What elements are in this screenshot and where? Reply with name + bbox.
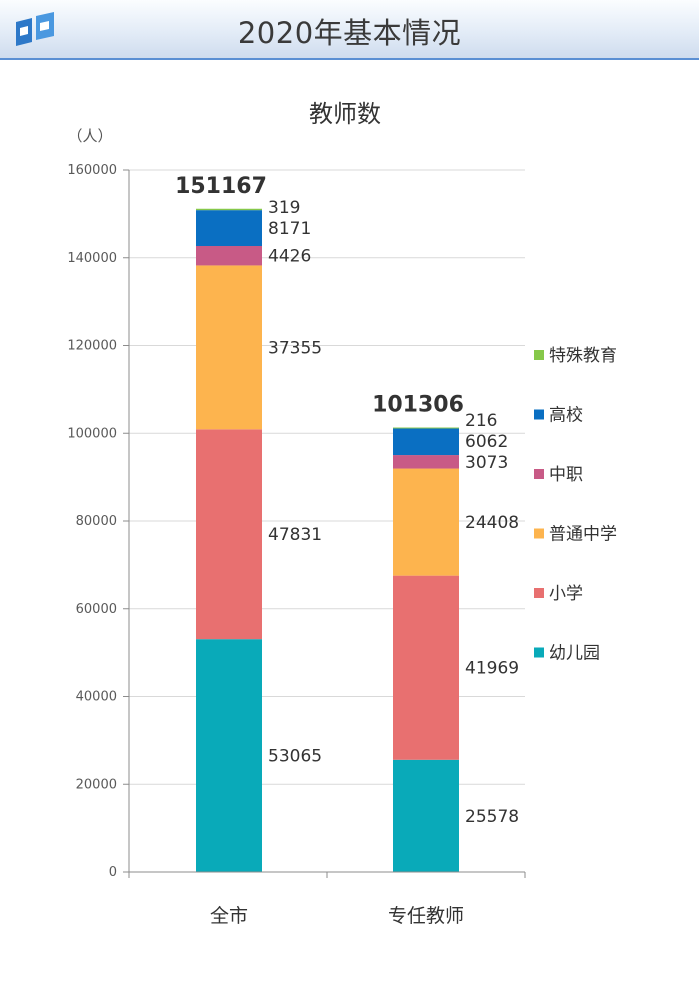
- bar-total-label: 101306: [372, 393, 464, 418]
- bar-segment: [393, 455, 459, 469]
- gridlines: [129, 169, 525, 785]
- bar-segment: [393, 427, 459, 429]
- segment-value-label: 41969: [465, 659, 519, 679]
- y-axis-unit-label: （人）: [67, 127, 112, 145]
- axes: 0 20000 40000 60000 80000 100000 120000 140000 1…: [67, 163, 526, 927]
- segment-value-label: 216: [465, 411, 497, 431]
- segment-value-label: 24408: [465, 513, 519, 533]
- y-tick-label: 120000: [67, 339, 117, 354]
- x-category-label: 专任教师: [388, 905, 464, 927]
- bar-segment: [196, 265, 262, 430]
- y-tick-label: 160000: [67, 163, 117, 178]
- bar-segment: [393, 575, 459, 760]
- legend-swatch: [534, 588, 544, 598]
- y-tick-label: 0: [109, 865, 117, 880]
- bar-total-label: 151167: [175, 174, 267, 199]
- legend-swatch: [534, 528, 544, 539]
- segment-value-label: 53065: [268, 747, 322, 767]
- logo-icon: [16, 12, 54, 46]
- segment-value-label: 319: [268, 198, 300, 218]
- legend-label: 幼儿园: [549, 644, 600, 664]
- legend-label: 高校: [549, 406, 583, 426]
- legend-swatch: [534, 469, 544, 479]
- legend-label: 普通中学: [549, 525, 617, 545]
- segment-value-label: 4426: [268, 247, 311, 267]
- legend-label: 中职: [549, 465, 583, 485]
- bar-segment: [393, 428, 459, 456]
- y-tick-label: 140000: [67, 251, 117, 266]
- bar-segment: [196, 429, 262, 640]
- y-tick-label: 40000: [76, 690, 117, 705]
- page-title: 2020年基本情况: [237, 16, 462, 50]
- segment-value-label: 3073: [465, 453, 508, 473]
- y-tick-label: 100000: [67, 426, 117, 441]
- header-rule: [0, 58, 699, 60]
- y-tick-label: 80000: [76, 514, 117, 529]
- bar-segment: [196, 210, 262, 247]
- bar-segment: [196, 246, 262, 266]
- legend-swatch: [534, 350, 544, 360]
- y-tick-label: 60000: [76, 602, 117, 617]
- header-bar: [0, 0, 699, 58]
- segment-value-label: 37355: [268, 338, 322, 358]
- chart-title: 教师数: [309, 100, 381, 128]
- segment-value-label: 25578: [465, 807, 519, 827]
- bar-segment: [393, 468, 459, 576]
- bar-layer: [196, 208, 459, 872]
- bar-segment: [196, 639, 262, 872]
- bar-segment: [196, 208, 262, 211]
- legend-label: 特殊教育: [549, 346, 617, 366]
- bar-segment: [393, 759, 459, 872]
- segment-value-label: 47831: [268, 525, 322, 545]
- legend-swatch: [534, 647, 544, 658]
- segment-value-label: 8171: [268, 219, 311, 239]
- segment-value-label: 6062: [465, 432, 508, 452]
- teacher-count-chart: 教师数 （人） 0 20000 40000 60000 80000 100000 12000…: [67, 100, 617, 927]
- x-category-label: 全市: [210, 905, 248, 927]
- y-tick-label: 20000: [76, 777, 117, 792]
- legend-swatch: [534, 409, 544, 420]
- legend-label: 小学: [549, 584, 583, 604]
